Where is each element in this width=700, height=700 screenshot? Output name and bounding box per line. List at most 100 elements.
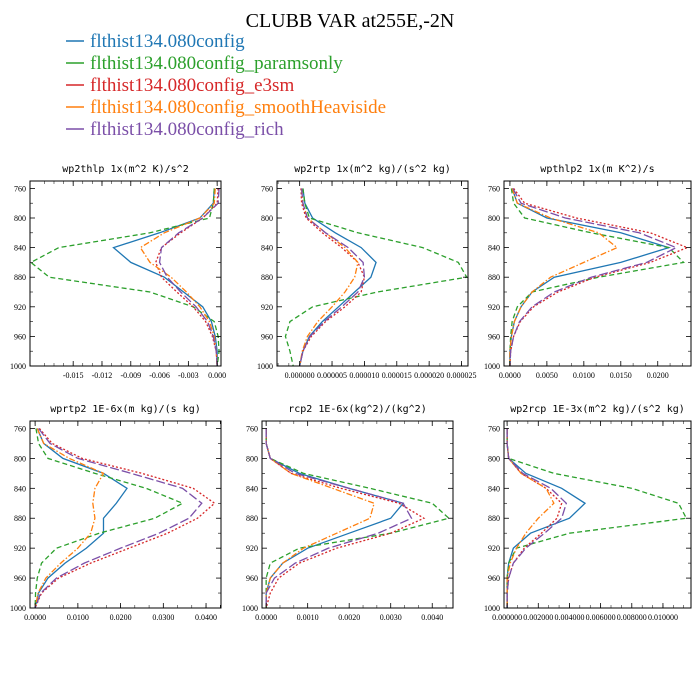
x-tick-label: 0.0040 bbox=[421, 613, 443, 622]
y-tick-label: 800 bbox=[246, 454, 258, 463]
y-tick-label: 840 bbox=[261, 244, 273, 253]
y-tick-label: 760 bbox=[14, 184, 26, 193]
y-tick-label: 920 bbox=[246, 544, 258, 553]
legend-label: flthist134.080config bbox=[90, 31, 245, 52]
x-tick-label: 0.0200 bbox=[110, 613, 132, 622]
y-tick-label: 880 bbox=[14, 514, 26, 523]
x-tick-label: -0.009 bbox=[120, 371, 141, 380]
y-tick-label: 960 bbox=[488, 332, 500, 341]
series-line bbox=[30, 188, 220, 366]
y-tick-label: 960 bbox=[14, 574, 26, 583]
y-tick-label: 760 bbox=[488, 424, 500, 433]
y-tick-label: 840 bbox=[246, 484, 258, 493]
legend-label: flthist134.080config_e3sm bbox=[90, 75, 294, 96]
x-tick-label: 0.000000 bbox=[285, 371, 315, 380]
series-line bbox=[34, 428, 185, 608]
y-tick-label: 880 bbox=[488, 273, 500, 282]
y-tick-label: 1000 bbox=[10, 604, 26, 613]
panel: rcp2 1E-6x(kg^2)/(kg^2) 760 800 840 880 920 96… bbox=[242, 404, 454, 622]
y-tick-label: 880 bbox=[14, 273, 26, 282]
panel-title: wpthlp2 1x(m K^2)/s bbox=[540, 164, 654, 175]
x-tick-label: -0.012 bbox=[92, 371, 113, 380]
series-line bbox=[506, 428, 587, 608]
series-line bbox=[34, 428, 203, 608]
series-line bbox=[284, 188, 468, 366]
legend-label: flthist134.080config_paramsonly bbox=[90, 53, 343, 74]
series-line bbox=[299, 188, 366, 366]
x-tick-label: 0.0010 bbox=[297, 613, 319, 622]
y-tick-label: 880 bbox=[488, 514, 500, 523]
plot-frame bbox=[503, 420, 692, 609]
panel-title: rcp2 1E-6x(kg^2)/(kg^2) bbox=[288, 404, 426, 415]
series-line bbox=[509, 188, 619, 366]
x-tick-label: 0.0020 bbox=[338, 613, 360, 622]
panel: wp2rcp 1E-3x(m^2 kg)/(s^2 kg) 760 800 840 88… bbox=[484, 404, 692, 622]
x-tick-label: 0.0050 bbox=[536, 371, 558, 380]
y-tick-label: 760 bbox=[488, 184, 500, 193]
series-line bbox=[506, 428, 563, 608]
y-tick-label: 760 bbox=[246, 424, 258, 433]
series-line bbox=[506, 428, 688, 608]
x-tick-label: -0.015 bbox=[63, 371, 84, 380]
y-tick-label: 960 bbox=[14, 332, 26, 341]
y-tick-label: 920 bbox=[14, 303, 26, 312]
x-tick-label: 0.000 bbox=[208, 371, 226, 380]
y-tick-label: 800 bbox=[14, 454, 26, 463]
y-tick-label: 960 bbox=[261, 332, 273, 341]
y-tick-label: 880 bbox=[261, 273, 273, 282]
panels: wp2thlp 1x(m^2 K)/s^2 760 800 840 880 920 960 1… bbox=[10, 164, 692, 622]
series-line bbox=[299, 188, 366, 366]
legend-label: flthist134.080config_rich bbox=[90, 119, 284, 140]
series-line bbox=[509, 188, 685, 366]
series-line bbox=[139, 188, 218, 366]
x-tick-label: 0.000000 bbox=[492, 613, 522, 622]
series-line bbox=[299, 188, 359, 366]
y-tick-label: 800 bbox=[14, 214, 26, 223]
panel-title: wprtp2 1E-6x(m kg)/(s kg) bbox=[50, 404, 201, 415]
y-tick-label: 760 bbox=[14, 424, 26, 433]
y-tick-label: 920 bbox=[261, 303, 273, 312]
series-line bbox=[509, 188, 690, 366]
series-line bbox=[158, 188, 220, 366]
x-tick-label: 0.008000 bbox=[617, 613, 647, 622]
y-tick-label: 840 bbox=[14, 244, 26, 253]
series-line bbox=[265, 428, 405, 608]
series-line bbox=[34, 428, 128, 608]
series-line bbox=[34, 428, 216, 608]
x-tick-label: 0.0200 bbox=[647, 371, 669, 380]
y-tick-label: 920 bbox=[14, 544, 26, 553]
y-tick-label: 1000 bbox=[484, 362, 500, 371]
series-line bbox=[112, 188, 218, 366]
x-tick-label: 0.0100 bbox=[67, 613, 89, 622]
panel: wprtp2 1E-6x(m kg)/(s kg) 760 800 840 880 920… bbox=[10, 404, 222, 622]
series-line bbox=[509, 188, 678, 366]
plot-frame bbox=[503, 180, 692, 367]
legend-label: flthist134.080config_smoothHeaviside bbox=[90, 97, 386, 118]
series-line bbox=[155, 188, 219, 366]
x-tick-label: 0.010000 bbox=[648, 613, 678, 622]
panel-title: wp2rcp 1E-3x(m^2 kg)/(s^2 kg) bbox=[510, 404, 685, 415]
x-tick-label: 0.002000 bbox=[523, 613, 553, 622]
legend-entry: flthist134.080config_rich bbox=[66, 119, 284, 140]
x-tick-label: -0.003 bbox=[178, 371, 199, 380]
x-tick-label: 0.000025 bbox=[447, 371, 477, 380]
x-tick-label: 0.006000 bbox=[586, 613, 616, 622]
y-tick-label: 1000 bbox=[257, 362, 273, 371]
x-tick-label: 0.000015 bbox=[382, 371, 412, 380]
y-tick-label: 880 bbox=[246, 514, 258, 523]
x-tick-label: -0.006 bbox=[149, 371, 170, 380]
x-tick-label: 0.0000 bbox=[24, 613, 46, 622]
legend-entry: flthist134.080config_paramsonly bbox=[66, 53, 343, 74]
panel-title: wp2rtp 1x(m^2 kg)/(s^2 kg) bbox=[294, 164, 451, 175]
series-line bbox=[509, 188, 672, 366]
y-tick-label: 840 bbox=[488, 484, 500, 493]
series-line bbox=[265, 428, 375, 608]
series-line bbox=[506, 428, 568, 608]
y-tick-label: 920 bbox=[488, 303, 500, 312]
x-tick-label: 0.004000 bbox=[554, 613, 584, 622]
figure-title: CLUBB VAR at255E,-2N bbox=[246, 10, 455, 32]
panel: wp2rtp 1x(m^2 kg)/(s^2 kg) 760 800 840 880 92… bbox=[257, 164, 477, 380]
x-tick-label: 0.0300 bbox=[152, 613, 174, 622]
y-tick-label: 1000 bbox=[10, 362, 26, 371]
y-tick-label: 800 bbox=[488, 214, 500, 223]
